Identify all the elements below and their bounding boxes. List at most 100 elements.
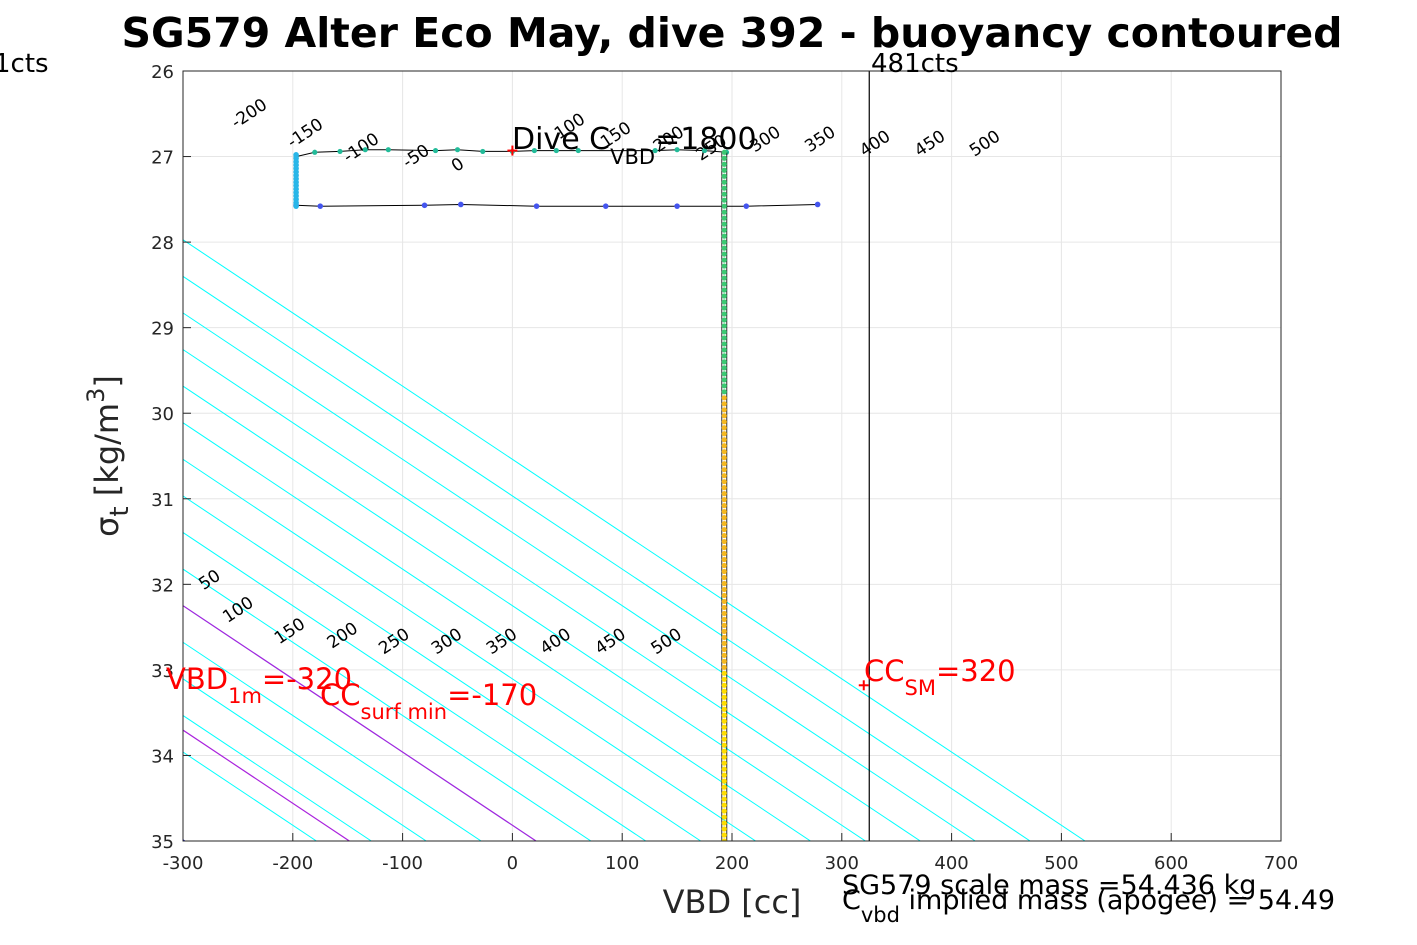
vertical-trace-point: [721, 191, 727, 197]
vertical-trace-point: [721, 580, 727, 587]
vertical-trace-point: [721, 826, 727, 832]
y-axis-label-sub: t: [105, 506, 135, 516]
vertical-trace-point: [721, 628, 727, 634]
vertical-trace-point: [721, 389, 727, 395]
vertical-trace-point: [721, 479, 727, 485]
x-tick-label: 100: [605, 853, 639, 874]
vertical-trace-point: [721, 455, 727, 461]
vertical-trace-point: [721, 682, 727, 688]
vertical-trace-point: [721, 568, 727, 575]
vertical-trace-point: [721, 203, 727, 209]
cc-sm-pre: CC: [864, 654, 905, 688]
vertical-trace-point: [721, 574, 727, 581]
vertical-trace-point: [721, 634, 727, 640]
vertical-trace-point: [721, 413, 727, 419]
vertical-trace-point: [721, 610, 727, 617]
dive-traces: [293, 147, 821, 841]
vertical-trace-point: [721, 227, 727, 233]
cc-surf-min-sub: surf min: [361, 700, 448, 724]
contour-line: [183, 568, 592, 841]
contour-line: [183, 275, 1031, 841]
top-point: [531, 147, 537, 154]
vertical-trace-point: [721, 491, 727, 497]
vertical-trace-point: [721, 365, 727, 371]
vertical-trace-point: [721, 676, 727, 682]
contour-line: [183, 385, 866, 841]
vertical-trace-point: [721, 556, 727, 563]
vertical-trace-point: [721, 832, 727, 838]
vertical-trace-point: [721, 407, 727, 413]
vertical-trace-point: [721, 209, 727, 215]
dive-point: [421, 202, 428, 209]
vbd-1m-sub: 1m: [228, 684, 262, 708]
markers: [507, 145, 869, 691]
vertical-trace-point: [721, 347, 727, 353]
cc-sm-annotation: CCSM=320: [864, 654, 1016, 700]
top-point: [454, 147, 461, 153]
vertical-trace-point: [721, 748, 727, 754]
y-tick-label: 30: [151, 404, 174, 425]
vertical-trace-point: [721, 503, 727, 509]
vertical-trace-point: [721, 532, 727, 539]
vertical-trace-point: [721, 772, 727, 778]
vertical-trace-point: [721, 269, 727, 275]
contour-line: [183, 312, 976, 841]
vertical-trace-point: [721, 461, 727, 467]
top-point: [652, 147, 658, 154]
vertical-trace-point: [721, 640, 727, 646]
vertical-trace-point: [721, 730, 727, 736]
y-tick-label: 35: [151, 832, 174, 853]
vertical-trace-point: [721, 652, 727, 658]
dive-point: [814, 201, 821, 208]
vertical-trace-point: [721, 706, 727, 712]
y-tick-label: 32: [151, 575, 174, 596]
dive-point: [533, 203, 540, 209]
axis-ticks: -300 -200 -100 0 100 200 300 400 500 600 700 26 27 28…: [151, 62, 1298, 874]
vertical-trace-point: [721, 335, 727, 341]
vertical-trace-point: [721, 586, 727, 593]
vertical-trace-point: [721, 838, 727, 841]
vertical-trace-point: [721, 646, 727, 652]
vertical-trace-point: [721, 778, 727, 784]
vertical-trace-point: [721, 353, 727, 359]
vbd-1m-pre: VBD: [166, 662, 228, 696]
y-tick-label: 33: [151, 661, 174, 682]
vertical-trace-point: [721, 293, 727, 299]
vertical-trace-point: [721, 538, 727, 545]
x-tick-label: -300: [163, 853, 204, 874]
dive-point: [602, 203, 609, 209]
top-point: [480, 148, 486, 155]
vertical-trace-point: [721, 550, 727, 557]
vertical-trace-point: [721, 149, 727, 155]
top-point: [553, 147, 559, 154]
vertical-trace-point: [721, 245, 727, 251]
vertical-trace-point: [721, 299, 727, 305]
contour-line: [183, 422, 811, 841]
vertical-trace-point: [721, 437, 727, 443]
vertical-trace-point: [721, 544, 727, 551]
vertical-trace-point: [721, 161, 727, 167]
vertical-trace-point: [721, 670, 727, 676]
vertical-trace-point: [721, 526, 727, 533]
y-tick-label: 27: [151, 148, 174, 169]
vertical-trace-point: [721, 263, 727, 269]
vertical-trace-point: [721, 449, 727, 455]
vertical-trace-point: [721, 383, 727, 389]
contour-line: [183, 348, 921, 841]
vertical-trace-point: [721, 760, 727, 766]
vertical-trace-point: [721, 305, 727, 311]
vertical-trace-point: [721, 814, 727, 820]
vertical-trace-point: [721, 724, 727, 730]
vertical-trace-point: [721, 197, 727, 203]
highlight-contour-line: [183, 604, 537, 841]
y-tick-label: 26: [151, 62, 174, 83]
vertical-trace-point: [721, 377, 727, 383]
top-point: [432, 147, 439, 154]
vertical-trace-point: [721, 754, 727, 760]
vertical-trace-point: [721, 790, 727, 796]
vertical-trace-point: [721, 664, 727, 670]
vertical-trace-point: [721, 281, 727, 287]
x-tick-label: 400: [934, 853, 968, 874]
vertical-trace-point: [721, 742, 727, 748]
vertical-trace-point: [721, 215, 727, 221]
